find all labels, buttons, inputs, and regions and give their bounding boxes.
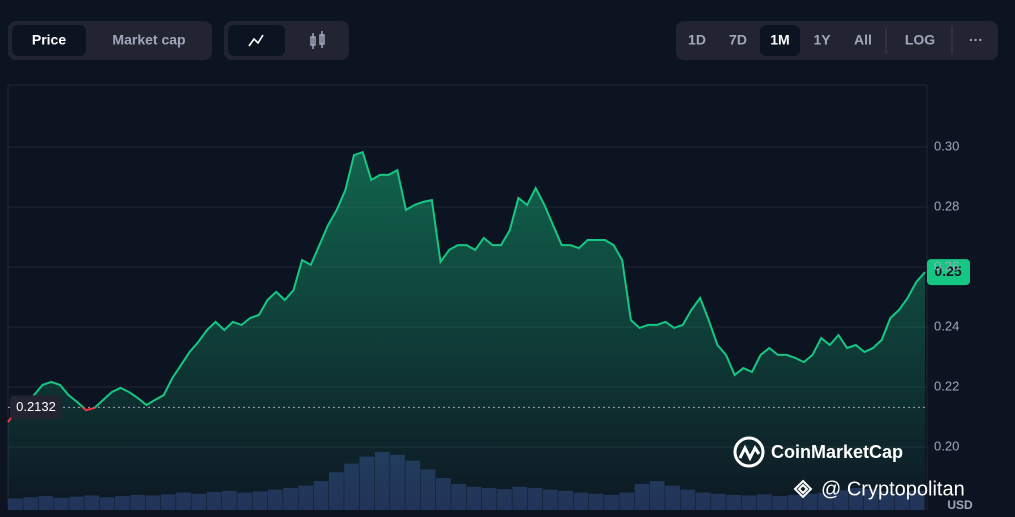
tab-selected xyxy=(760,25,800,56)
range-tab[interactable]: 7D xyxy=(729,32,747,48)
watermark: CoinMarketCap xyxy=(771,442,903,462)
logo xyxy=(733,436,765,468)
line-icon xyxy=(248,34,264,47)
tab-selected xyxy=(12,25,86,56)
credit-icon xyxy=(793,479,813,499)
range-tab[interactable]: 1D xyxy=(688,32,706,48)
range-tabs xyxy=(676,21,998,60)
open-price-badge xyxy=(10,395,62,420)
candle-icon[interactable] xyxy=(310,31,325,49)
current-price-label: 0.25 xyxy=(934,263,961,279)
tab[interactable]: Market cap xyxy=(112,32,185,48)
range-tab[interactable]: LOG xyxy=(905,32,935,48)
currency: USD xyxy=(947,498,973,512)
y-tick-label: 0.26 xyxy=(934,258,959,273)
range-tab[interactable]: ··· xyxy=(969,32,983,48)
y-tick-label: 0.30 xyxy=(934,138,959,153)
y-tick-label: 0.20 xyxy=(934,438,959,453)
credit: @ Cryptopolitan xyxy=(821,478,965,500)
y-tick-label: 0.24 xyxy=(934,318,959,333)
range-tab[interactable]: 1Y xyxy=(813,32,831,48)
tab[interactable]: Price xyxy=(32,32,66,48)
price-line xyxy=(7,150,926,423)
y-tick-label: 0.22 xyxy=(934,378,959,393)
y-tick-label: 0.28 xyxy=(934,198,959,213)
current-price-badge xyxy=(927,259,970,286)
price-area xyxy=(8,152,925,510)
range-tab[interactable]: All xyxy=(854,32,872,48)
open-price-label: 0.2132 xyxy=(16,399,56,414)
range-tab[interactable]: 1M xyxy=(770,32,789,48)
